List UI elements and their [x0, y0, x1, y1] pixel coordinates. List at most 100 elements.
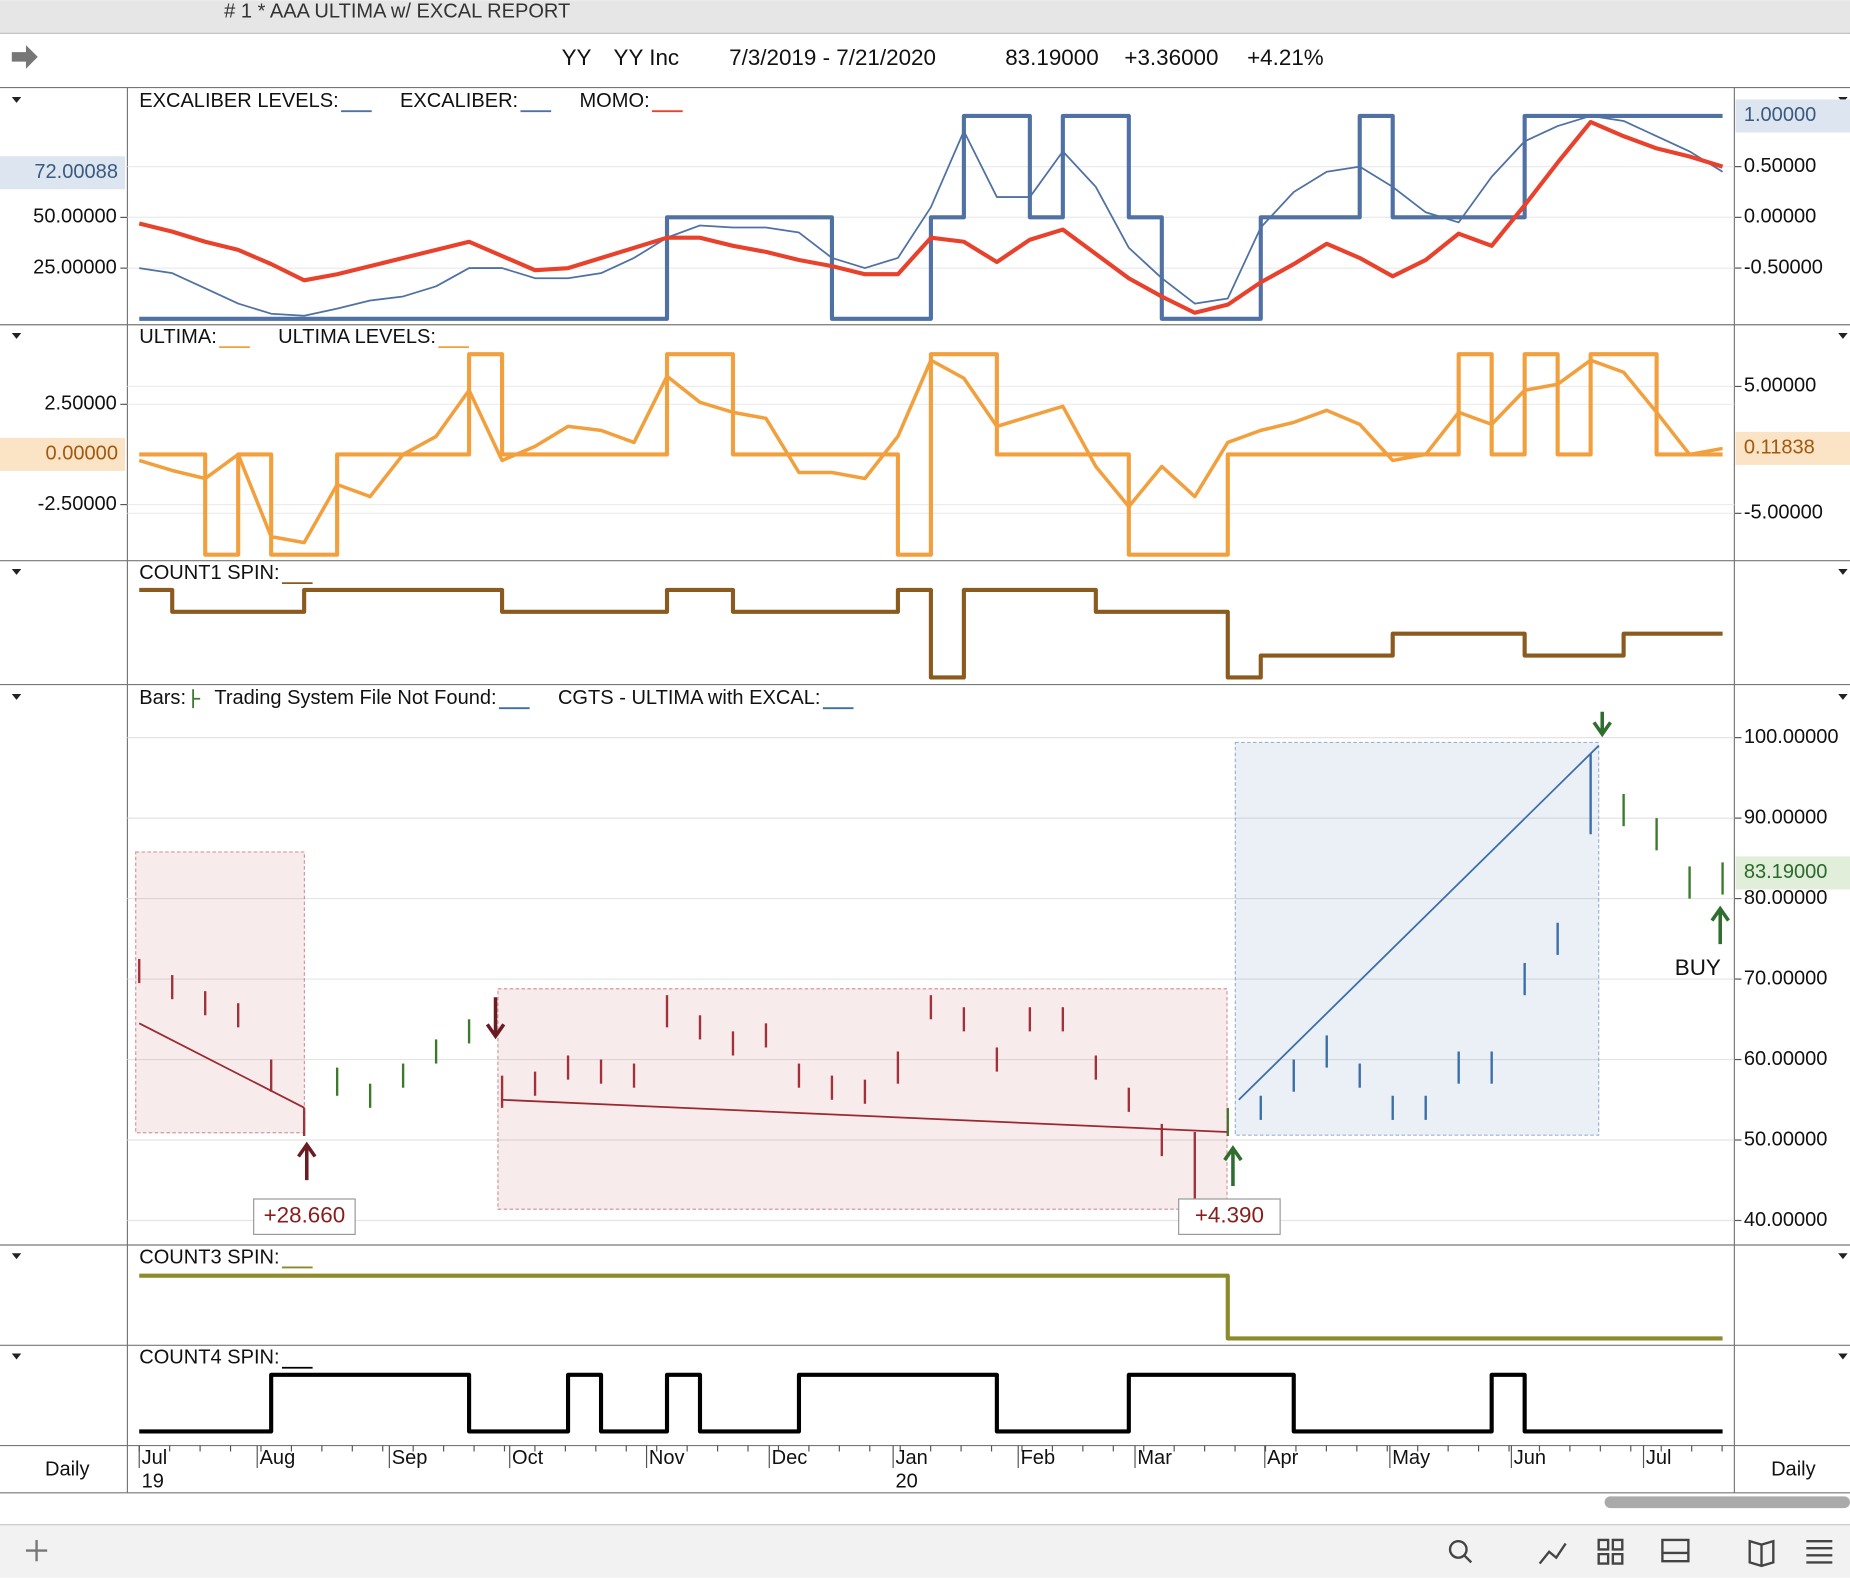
month-label: Jul	[1646, 1447, 1672, 1469]
value-marker	[0, 437, 126, 471]
month-label: Jan	[896, 1447, 928, 1469]
panel-menu[interactable]	[11, 332, 22, 339]
value-marker-label: 0.00000	[46, 443, 118, 465]
month-label: Mar	[1137, 1447, 1172, 1469]
profit-label: +28.660	[264, 1203, 346, 1228]
panel-menu[interactable]	[11, 694, 22, 700]
layout-icon[interactable]	[1661, 1538, 1690, 1563]
trade-box	[1234, 741, 1600, 1136]
panel-menu[interactable]	[1838, 568, 1848, 575]
window-title: # 1 * AAA ULTIMA w/ EXCAL REPORT	[224, 0, 570, 22]
value-marker-label: 1.00000	[1744, 104, 1816, 126]
y-tick-label: -2.50000	[38, 493, 117, 515]
signal-arrow	[1592, 711, 1612, 738]
profit-label: +4.390	[1195, 1203, 1264, 1228]
y2-tick-label: 50.00000	[1744, 1128, 1828, 1150]
legend-label: ULTIMA:	[139, 326, 217, 348]
panel-menu[interactable]	[1838, 1253, 1848, 1260]
month-label: Oct	[512, 1447, 544, 1469]
panel-menu[interactable]	[1838, 332, 1848, 339]
year-label: 19	[142, 1470, 164, 1492]
value-marker	[1735, 856, 1850, 890]
toolbar-icons	[1448, 1538, 1833, 1568]
search-icon[interactable]	[1448, 1539, 1468, 1559]
signal-arrow	[485, 997, 506, 1040]
company-name: YY Inc	[614, 45, 680, 70]
nav-arrow[interactable]	[11, 45, 38, 69]
panel-menu[interactable]	[11, 1253, 22, 1260]
series-line	[139, 587, 1723, 680]
y-tick-label: 2.50000	[44, 393, 116, 415]
legend-label: COUNT3 SPIN:	[139, 1246, 279, 1268]
search-icon[interactable]	[1463, 1554, 1473, 1564]
legend-label: COUNT1 SPIN:	[139, 562, 279, 584]
value-marker	[1735, 431, 1850, 465]
y2-tick-label: -5.00000	[1744, 502, 1823, 524]
scrollbar[interactable]	[1604, 1496, 1850, 1509]
legend-label: CGTS - ULTIMA with EXCAL:	[558, 687, 821, 709]
profit-box	[253, 1198, 356, 1235]
trade-line	[501, 1098, 1228, 1133]
y-tick-label: 50.00000	[33, 206, 117, 228]
value-marker-label: 83.19000	[1744, 861, 1828, 883]
symbol: YY	[562, 45, 592, 70]
date-range: 7/3/2019 - 7/21/2020	[729, 45, 936, 70]
y2-tick-label: 70.00000	[1744, 967, 1828, 989]
series-line	[139, 113, 1723, 321]
month-label: May	[1392, 1447, 1430, 1469]
chart-icon[interactable]	[1538, 1542, 1567, 1565]
grid-icon[interactable]	[1597, 1538, 1624, 1565]
menu-icon[interactable]	[1806, 1539, 1833, 1564]
trade-box	[135, 851, 305, 1134]
trade-line	[138, 1022, 305, 1109]
interval-label[interactable]: Daily	[45, 1459, 90, 1481]
panel-menu[interactable]	[1838, 694, 1848, 700]
profit-box	[1178, 1198, 1281, 1235]
panel-frame	[0, 86, 1850, 1494]
month-label: Dec	[772, 1447, 808, 1469]
signal-arrow	[297, 1141, 317, 1181]
title-bar	[0, 0, 1850, 34]
series-line	[139, 1372, 1723, 1434]
y2-tick-label: 0.50000	[1744, 155, 1816, 177]
value-marker	[0, 156, 126, 190]
series-line	[139, 115, 1724, 317]
legend-bar-symbol	[192, 689, 201, 709]
month-label: Nov	[649, 1447, 685, 1469]
trade-line	[1238, 745, 1600, 1101]
month-label: Sep	[392, 1447, 428, 1469]
interval-label[interactable]: Daily	[1771, 1459, 1816, 1481]
signal-label: BUY	[1675, 955, 1721, 980]
value-marker-label: 72.00088	[34, 161, 118, 183]
price-change: +3.36000	[1124, 45, 1218, 70]
legend-label: EXCALIBER LEVELS:	[139, 90, 338, 112]
legend-label: Bars:	[139, 687, 186, 709]
legend-label: MOMO:	[579, 90, 649, 112]
panel-menu[interactable]	[11, 1353, 22, 1360]
legend-label: ULTIMA LEVELS:	[278, 326, 436, 348]
add-button[interactable]	[25, 1539, 48, 1562]
legend-label: COUNT4 SPIN:	[139, 1347, 279, 1369]
y2-tick-label: -0.50000	[1744, 256, 1823, 278]
y2-tick-label: 5.00000	[1744, 375, 1816, 397]
y2-tick-label: 60.00000	[1744, 1048, 1828, 1070]
month-label: Feb	[1021, 1447, 1056, 1469]
month-label: Aug	[260, 1447, 296, 1469]
panel-menu[interactable]	[1838, 1353, 1848, 1360]
panel-menu[interactable]	[11, 97, 22, 103]
legend-label: Trading System File Not Found:	[214, 687, 496, 709]
last-price: 83.19000	[1005, 45, 1098, 70]
y2-tick-label: 90.00000	[1744, 806, 1828, 828]
year-label: 20	[896, 1470, 918, 1492]
legend-label: EXCALIBER:	[400, 90, 518, 112]
y2-tick-label: 100.00000	[1744, 726, 1839, 748]
signal-arrow	[1223, 1145, 1243, 1187]
book-icon[interactable]	[1748, 1539, 1775, 1568]
month-label: Apr	[1267, 1447, 1299, 1469]
month-label: Jul	[142, 1447, 168, 1469]
value-marker-label: 0.11838	[1744, 437, 1815, 459]
panel-menu[interactable]	[11, 568, 22, 575]
y-tick-label: 25.00000	[33, 256, 117, 278]
